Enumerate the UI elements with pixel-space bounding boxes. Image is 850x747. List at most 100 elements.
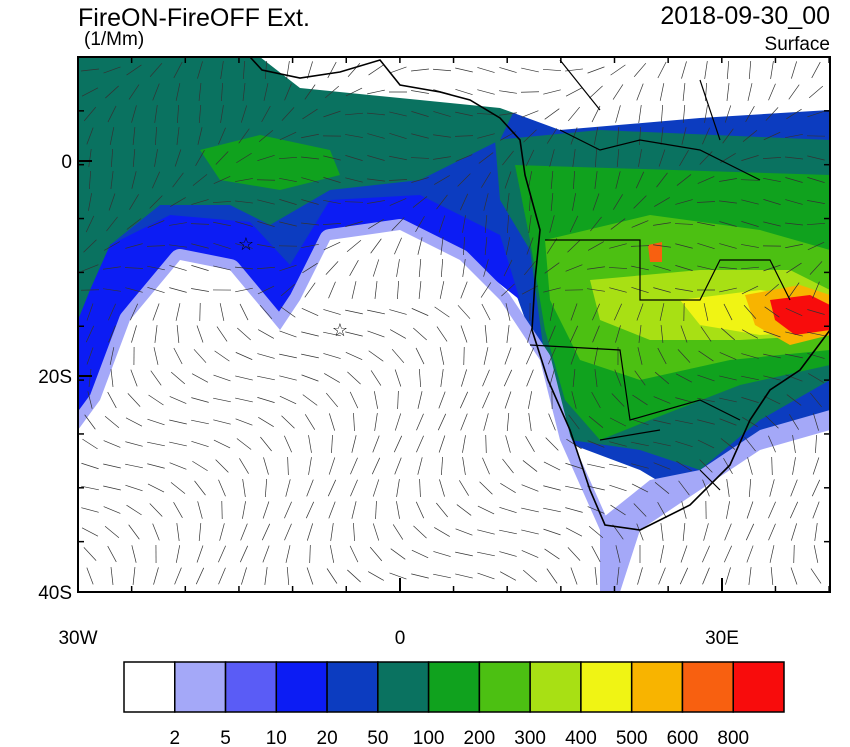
wind-barb (462, 259, 466, 277)
wind-barb (323, 241, 341, 251)
wind-barb (462, 435, 466, 453)
wind-barb (389, 66, 407, 74)
wind-barb (681, 501, 687, 519)
wind-barb (807, 177, 825, 183)
wind-barb (698, 350, 714, 362)
wind-barb (791, 61, 797, 79)
wind-barb (770, 567, 774, 585)
wind-barb (631, 220, 649, 228)
wind-barb (397, 390, 399, 410)
wind-barb (792, 457, 796, 475)
wind-barb (502, 150, 514, 166)
wind-barb (565, 87, 583, 97)
wind-barb (615, 171, 621, 189)
wind-barb (345, 221, 363, 227)
wind-barb (176, 523, 180, 541)
wind-barb (570, 567, 578, 585)
wind-barb (197, 61, 203, 79)
wind-barb (174, 149, 182, 167)
wind-barb (416, 413, 424, 431)
wind-barb (484, 237, 488, 255)
wind-barb (351, 501, 357, 519)
wind-barb (521, 110, 539, 118)
wind-barb (413, 525, 427, 539)
wind-barb (593, 347, 599, 365)
wind-barb (323, 309, 341, 315)
wind-barb (567, 239, 581, 253)
wind-barb (484, 325, 488, 343)
wind-barb (543, 461, 561, 471)
wind-barb (527, 391, 533, 409)
wind-barb (654, 482, 670, 494)
wind-barb (195, 567, 205, 585)
wind-barb (81, 527, 99, 537)
wind-barb (235, 397, 253, 403)
wind-barb (88, 193, 92, 211)
wind-barb (786, 394, 802, 406)
wind-barb (411, 177, 429, 183)
colorbar-box (630, 661, 684, 713)
wind-barb (741, 329, 759, 339)
wind-barb (191, 419, 209, 425)
wind-barb (103, 288, 121, 292)
colorbar-box (580, 661, 633, 713)
wind-barb (594, 567, 598, 585)
wind-barb (543, 507, 561, 513)
wind-barb (191, 199, 209, 205)
wind-barb (264, 61, 268, 79)
wind-barb (86, 303, 94, 321)
star-marker: ☆ (332, 320, 348, 340)
wind-barb (172, 172, 184, 188)
wind-barb (719, 200, 737, 204)
wind-barb (347, 569, 361, 583)
wind-barb (654, 371, 670, 385)
wind-barb (785, 199, 803, 205)
wind-barb (525, 436, 535, 452)
wind-barb (198, 523, 202, 541)
wind-barb (770, 61, 774, 79)
wind-barb (482, 391, 490, 409)
wind-barb (592, 303, 600, 321)
wind-barb (720, 438, 736, 450)
wind-barb (590, 216, 602, 232)
wind-barb (192, 460, 208, 472)
wind-barb (347, 63, 361, 77)
wind-barb (455, 154, 473, 162)
wind-barb (103, 463, 121, 469)
wind-barb (326, 568, 338, 584)
wind-barb (440, 369, 444, 387)
wind-barb (367, 200, 385, 204)
wind-barb (719, 243, 737, 249)
wind-barb (301, 199, 319, 205)
wind-barb (522, 460, 538, 472)
wind-barb (660, 325, 664, 343)
wind-barb (345, 87, 363, 97)
wind-barb (192, 174, 208, 186)
wind-barb (659, 545, 665, 563)
wind-barb (478, 152, 494, 164)
wind-barb (86, 567, 94, 585)
wind-barb (418, 281, 422, 299)
wind-barb (676, 174, 692, 186)
wind-barb (679, 567, 689, 585)
wind-barb (328, 281, 336, 299)
wind-barb (785, 307, 803, 317)
wind-barb (155, 126, 157, 146)
wind-barb (236, 152, 252, 164)
wind-barb (593, 127, 599, 145)
wind-barb (415, 501, 425, 519)
wind-barb (506, 214, 510, 234)
wind-barb (499, 507, 517, 513)
wind-barb (719, 266, 737, 270)
wind-barb (306, 479, 314, 497)
wind-barb (591, 391, 601, 409)
wind-barb (279, 375, 297, 381)
wind-barb (89, 170, 91, 190)
wind-barb (132, 127, 136, 145)
wind-barb (367, 133, 385, 139)
wind-barb (131, 325, 137, 343)
wind-barb (107, 105, 117, 123)
wind-barb (815, 434, 817, 454)
wind-barb (702, 545, 710, 563)
